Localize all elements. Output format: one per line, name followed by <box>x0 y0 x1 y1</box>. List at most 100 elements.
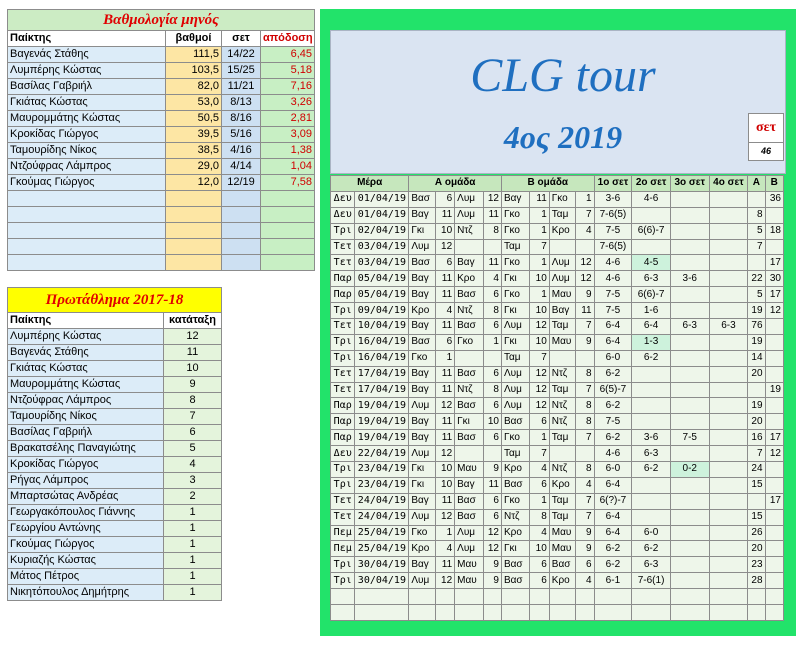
date-cell[interactable]: 16/04/19 <box>354 333 410 351</box>
b-total-cell[interactable] <box>764 461 785 478</box>
b-total-cell[interactable] <box>764 572 785 590</box>
team-a-score2-cell[interactable]: 10 <box>482 413 502 431</box>
team-a-player1-cell[interactable]: Βαγ <box>408 381 436 399</box>
set2-cell[interactable]: 6-2 <box>631 540 671 558</box>
team-b-player2-cell[interactable]: Βασ <box>548 556 577 574</box>
player-name-cell[interactable]: Γεωργίου Αντώνης <box>7 520 164 537</box>
return-cell[interactable]: 2,81 <box>259 110 316 127</box>
set2-cell[interactable]: 6-3 <box>631 270 671 288</box>
team-b-player2-cell[interactable]: Ταμ <box>548 429 577 447</box>
a-total-cell[interactable]: 23 <box>747 556 766 574</box>
date-cell[interactable]: 24/04/19 <box>354 508 410 526</box>
empty-cell[interactable] <box>529 604 550 621</box>
return-cell[interactable] <box>259 222 316 239</box>
set3-cell[interactable] <box>669 286 710 304</box>
sets-cell[interactable] <box>221 190 261 207</box>
team-a-score1-cell[interactable]: 4 <box>434 540 456 558</box>
day-cell[interactable]: Τρι <box>329 349 356 367</box>
team-b-score1-cell[interactable]: 12 <box>529 381 550 399</box>
set1-cell[interactable]: 7-6(5) <box>593 206 633 224</box>
points-cell[interactable]: 29,0 <box>165 158 222 175</box>
set4-cell[interactable] <box>708 413 749 431</box>
player-name-cell[interactable]: Μπαρτσώτας Ανδρέας <box>7 488 164 505</box>
set4-cell[interactable] <box>708 381 749 399</box>
header-day[interactable]: Μέρα <box>329 175 410 192</box>
team-b-score1-cell[interactable]: 4 <box>529 461 550 478</box>
date-cell[interactable]: 22/04/19 <box>354 445 410 463</box>
team-b-score2-cell[interactable]: 7 <box>575 508 595 526</box>
champ-header-player[interactable]: Παίκτης <box>7 312 164 329</box>
points-cell[interactable]: 39,5 <box>165 126 222 143</box>
rank-cell[interactable]: 11 <box>163 344 222 361</box>
sets-cell[interactable]: 5/16 <box>221 126 261 143</box>
team-b-score2-cell[interactable]: 9 <box>575 286 595 304</box>
team-a-player1-cell[interactable]: Βαγ <box>408 286 436 304</box>
date-cell[interactable]: 09/04/19 <box>354 302 410 320</box>
set1-cell[interactable]: 6-4 <box>593 508 633 526</box>
set-label[interactable]: σετ <box>749 114 783 143</box>
team-a-player1-cell[interactable]: Γκι <box>408 461 436 478</box>
set1-cell[interactable]: 7-5 <box>593 302 633 320</box>
team-a-player2-cell[interactable]: Λυμ <box>454 524 484 542</box>
set3-cell[interactable]: 6-3 <box>669 318 710 335</box>
team-a-score2-cell[interactable]: 12 <box>482 540 502 558</box>
team-b-score1-cell[interactable]: 8 <box>529 508 550 526</box>
set2-cell[interactable] <box>631 492 671 510</box>
empty-cell[interactable] <box>548 604 577 621</box>
b-total-cell[interactable] <box>764 349 785 367</box>
team-a-player2-cell[interactable]: Λυμ <box>454 190 484 208</box>
team-a-player2-cell[interactable]: Λυμ <box>454 540 484 558</box>
set1-cell[interactable]: 6-0 <box>593 349 633 367</box>
empty-cell[interactable] <box>631 604 671 621</box>
team-a-player2-cell[interactable]: Μαυ <box>454 556 484 574</box>
team-b-score1-cell[interactable]: 10 <box>529 270 550 288</box>
set3-cell[interactable] <box>669 445 710 463</box>
points-cell[interactable]: 53,0 <box>165 94 222 111</box>
team-a-score2-cell[interactable]: 9 <box>482 556 502 574</box>
team-a-player1-cell[interactable]: Βαγ <box>408 206 436 224</box>
b-total-cell[interactable] <box>764 540 785 558</box>
day-cell[interactable]: Τρι <box>329 222 356 240</box>
team-b-player1-cell[interactable]: Γκο <box>500 254 531 272</box>
set1-cell[interactable]: 6-4 <box>593 476 633 494</box>
a-total-cell[interactable]: 5 <box>747 286 766 304</box>
empty-cell[interactable] <box>708 604 749 621</box>
header-team-a[interactable]: Α ομάδα <box>408 175 502 192</box>
team-a-score1-cell[interactable]: 11 <box>434 365 456 383</box>
date-cell[interactable]: 05/04/19 <box>354 286 410 304</box>
team-a-score1-cell[interactable]: 11 <box>434 492 456 510</box>
player-name-cell[interactable]: Βασίλας Γαβριήλ <box>7 424 164 441</box>
a-total-cell[interactable]: 5 <box>747 222 766 240</box>
team-a-player1-cell[interactable]: Βασ <box>408 333 436 351</box>
set-count[interactable]: 46 <box>760 146 771 156</box>
team-b-score2-cell[interactable]: 9 <box>575 524 595 542</box>
set4-cell[interactable] <box>708 524 749 542</box>
player-name-cell[interactable]: Γκούμας Γιώργος <box>7 174 166 191</box>
set2-cell[interactable] <box>631 365 671 383</box>
day-cell[interactable]: Τρι <box>329 556 356 574</box>
player-name-cell[interactable]: Βαγενάς Στάθης <box>7 344 164 361</box>
team-a-player2-cell[interactable]: Βασ <box>454 508 484 526</box>
set2-cell[interactable]: 6-2 <box>631 461 671 478</box>
team-b-player2-cell[interactable]: Λυμ <box>548 254 577 272</box>
team-b-score2-cell[interactable]: 4 <box>575 572 595 590</box>
set2-cell[interactable] <box>631 476 671 494</box>
b-total-cell[interactable] <box>764 333 785 351</box>
return-cell[interactable]: 1,38 <box>259 142 316 159</box>
b-total-cell[interactable]: 12 <box>764 445 785 463</box>
return-cell[interactable]: 6,45 <box>259 46 316 63</box>
set1-cell[interactable]: 6-2 <box>593 429 633 447</box>
rank-cell[interactable]: 1 <box>163 584 222 601</box>
empty-cell[interactable] <box>669 588 710 606</box>
sets-cell[interactable] <box>221 238 261 255</box>
player-name-cell[interactable]: Ταμουρίδης Νίκος <box>7 408 164 425</box>
team-b-player2-cell[interactable]: Ντζ <box>548 365 577 383</box>
team-b-player1-cell[interactable]: Βασ <box>500 572 531 590</box>
points-cell[interactable] <box>165 222 222 239</box>
team-b-score2-cell[interactable]: 4 <box>575 476 595 494</box>
date-cell[interactable]: 02/04/19 <box>354 222 410 240</box>
team-a-player1-cell[interactable]: Βαγ <box>408 556 436 574</box>
sets-cell[interactable]: 4/14 <box>221 158 261 175</box>
team-a-player1-cell[interactable]: Κρο <box>408 540 436 558</box>
set3-cell[interactable] <box>669 365 710 383</box>
